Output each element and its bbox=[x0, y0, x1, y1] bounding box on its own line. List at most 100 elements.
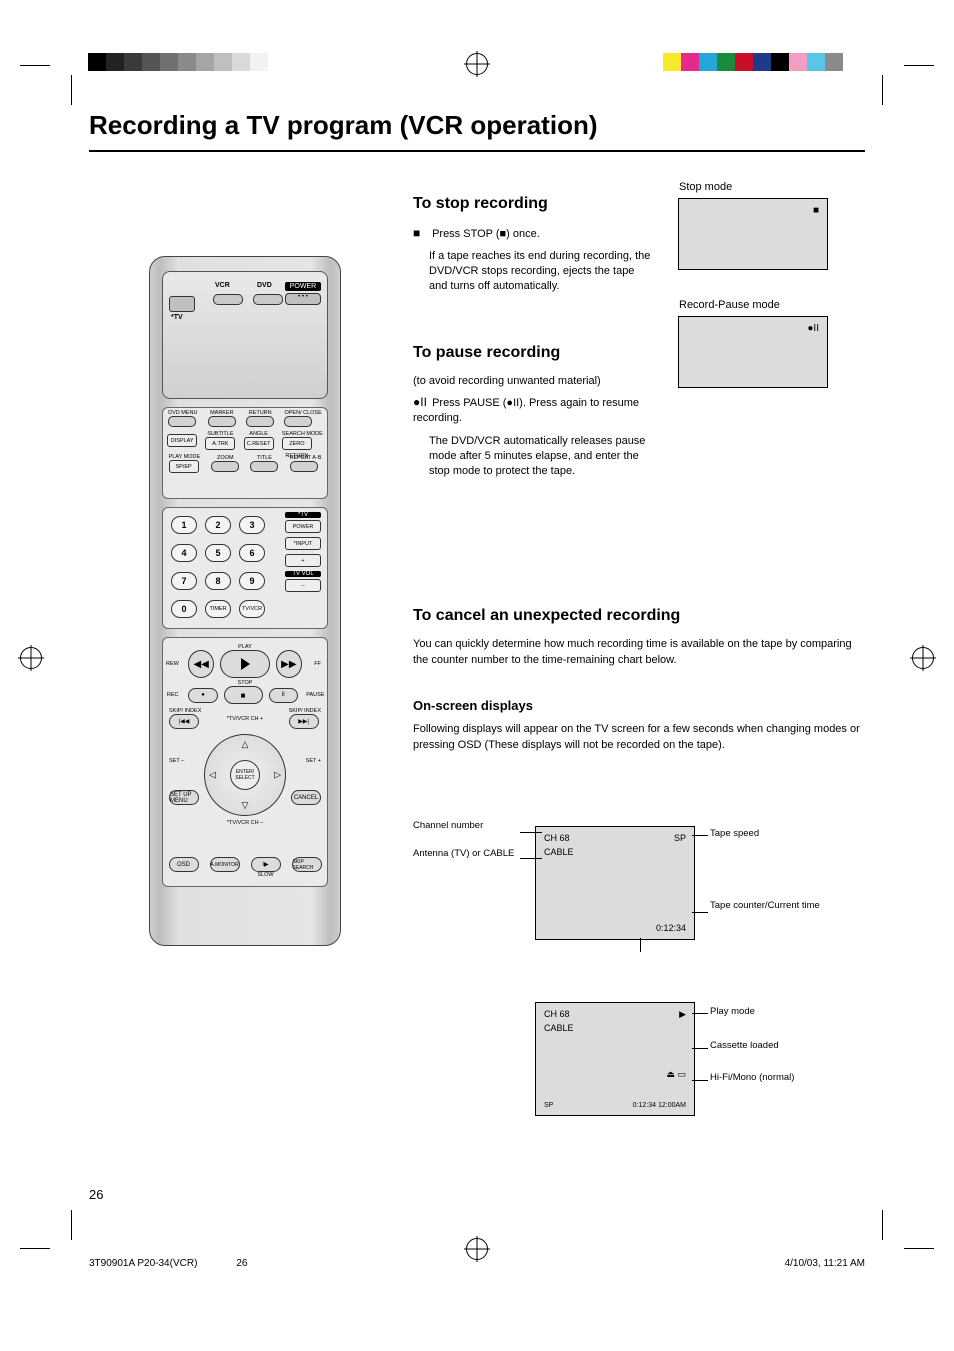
tv-label: *TV bbox=[171, 314, 183, 321]
swatch bbox=[214, 53, 232, 71]
num-3[interactable]: 3 bbox=[239, 516, 265, 534]
swatch bbox=[106, 53, 124, 71]
dpad-left[interactable]: ◁ bbox=[209, 770, 216, 781]
num-2[interactable]: 2 bbox=[205, 516, 231, 534]
num-0[interactable]: 0 bbox=[171, 600, 197, 618]
zoom-button[interactable] bbox=[211, 461, 239, 472]
dpad-down[interactable]: ▽ bbox=[242, 800, 249, 811]
osd-example-2: CH 68 CABLE ▶ ⏏ ▭ SP 0:12:34 12:00AM bbox=[535, 1002, 695, 1116]
remote-function-panel: DVD MENU MARKER RETURN OPEN/ CLOSE DISPL… bbox=[162, 407, 328, 499]
osd1-counter: 0:12:34 bbox=[656, 923, 686, 933]
marker-label: MARKER bbox=[208, 410, 236, 416]
osd-text: Following displays will appear on the TV… bbox=[413, 722, 863, 754]
num-1[interactable]: 1 bbox=[171, 516, 197, 534]
dpad-up[interactable]: △ bbox=[242, 739, 249, 750]
num-8[interactable]: 8 bbox=[205, 572, 231, 590]
pause-detail: The DVD/VCR automatically releases pause… bbox=[413, 434, 651, 479]
heading-stop: To stop recording bbox=[413, 193, 651, 215]
swatch bbox=[196, 53, 214, 71]
tv-vol-down[interactable]: – bbox=[285, 579, 321, 592]
leader bbox=[692, 1013, 708, 1014]
osd1-cable: CABLE bbox=[544, 847, 574, 857]
osd2-ch: CH 68 bbox=[544, 1009, 570, 1019]
playmode-label: PLAY MODE bbox=[169, 454, 201, 460]
crop-mark bbox=[71, 1210, 72, 1240]
atrk-button[interactable]: A.TRK bbox=[205, 437, 235, 450]
tvvcr-button[interactable]: TV/VCR bbox=[239, 600, 265, 618]
stop-box-title: Stop mode bbox=[679, 181, 732, 193]
swatch bbox=[807, 53, 825, 71]
crop-mark bbox=[904, 65, 934, 66]
step-stop: ■ Press STOP (■) once. bbox=[413, 225, 651, 242]
remote-top-panel: VCR DVD *TV POWER • • • bbox=[162, 271, 328, 399]
dvdmenu-button[interactable] bbox=[168, 416, 196, 427]
registration-crosshair-icon bbox=[912, 647, 934, 669]
marker-button[interactable] bbox=[208, 416, 236, 427]
tv-vol-up[interactable]: + bbox=[285, 554, 321, 567]
page-title: Recording a TV program (VCR operation) bbox=[89, 110, 598, 141]
title-button[interactable] bbox=[250, 461, 278, 472]
middle-text-column: To stop recording ■ Press STOP (■) once.… bbox=[413, 193, 651, 479]
setup-menu-button[interactable]: SET UP MENU bbox=[169, 790, 199, 805]
skipsearch-button[interactable]: SKIP SEARCH bbox=[292, 857, 322, 872]
openclose-button[interactable] bbox=[284, 416, 312, 427]
num-6[interactable]: 6 bbox=[239, 544, 265, 562]
vcr-mode-button[interactable] bbox=[213, 294, 243, 305]
num-5[interactable]: 5 bbox=[205, 544, 231, 562]
recpause-icon: ●II bbox=[413, 394, 429, 410]
rec-button[interactable]: ● bbox=[188, 688, 217, 703]
tv-power-button[interactable]: POWER bbox=[285, 520, 321, 533]
timer-button[interactable]: TIMER bbox=[205, 600, 231, 618]
ff-button[interactable]: ▶▶ bbox=[276, 650, 303, 678]
stop-button[interactable]: ■ bbox=[224, 686, 263, 704]
set-minus-label: SET – bbox=[169, 758, 184, 764]
leader bbox=[692, 1080, 708, 1081]
osd2-cable: CABLE bbox=[544, 1023, 574, 1033]
crop-mark bbox=[20, 65, 50, 66]
play-button[interactable] bbox=[220, 650, 269, 678]
leader bbox=[520, 858, 542, 859]
spep-button[interactable]: SP/EP bbox=[169, 460, 199, 473]
repeatab-button[interactable] bbox=[290, 461, 318, 472]
bottom-row: OSD A.MONITOR I▶SLOW SKIP SEARCH bbox=[163, 857, 327, 878]
callout-speed: Tape speed bbox=[710, 828, 759, 839]
skip-prev-button[interactable]: |◀◀ bbox=[169, 714, 199, 729]
power-button[interactable]: • • • bbox=[285, 293, 321, 305]
swatch bbox=[160, 53, 178, 71]
display-button[interactable]: DISPLAY bbox=[167, 434, 197, 447]
osd-button[interactable]: OSD bbox=[169, 857, 199, 872]
pause-subtitle: (to avoid recording unwanted material) bbox=[413, 374, 651, 389]
tv-input-button[interactable]: *INPUT bbox=[285, 537, 321, 550]
skip-next-button[interactable]: ▶▶| bbox=[289, 714, 319, 729]
recpause-box-icon: ●II bbox=[807, 323, 819, 334]
dvd-mode-button[interactable] bbox=[253, 294, 283, 305]
swatch bbox=[825, 53, 843, 71]
power-label: POWER bbox=[285, 282, 321, 291]
pause-button[interactable]: II bbox=[269, 688, 298, 703]
callout-counter: Tape counter/Current time bbox=[710, 900, 860, 911]
slow-button[interactable]: I▶ bbox=[251, 857, 281, 872]
cancel-button[interactable]: CANCEL bbox=[291, 790, 321, 805]
callout-play: Play mode bbox=[710, 1006, 755, 1017]
num-9[interactable]: 9 bbox=[239, 572, 265, 590]
num-4[interactable]: 4 bbox=[171, 544, 197, 562]
amonitor-button[interactable]: A.MONITOR bbox=[210, 857, 240, 872]
stop-detail: If a tape reaches its end during recordi… bbox=[413, 249, 651, 294]
swatch bbox=[735, 53, 753, 71]
swatch bbox=[717, 53, 735, 71]
stop-icon: ■ bbox=[413, 225, 429, 241]
stop-mode-box: Stop mode ■ bbox=[678, 198, 828, 270]
tv-emitter-icon bbox=[169, 296, 195, 312]
callout-hifi: Hi-Fi/Mono (normal) bbox=[710, 1072, 850, 1083]
swatch bbox=[268, 53, 286, 71]
num-7[interactable]: 7 bbox=[171, 572, 197, 590]
creset-button[interactable]: C.RESET bbox=[244, 437, 274, 450]
dpad-right[interactable]: ▷ bbox=[274, 770, 281, 781]
leader bbox=[692, 912, 708, 913]
zeroreturn-button[interactable]: ZERO RETURN bbox=[282, 437, 312, 450]
registration-bar-left bbox=[88, 53, 286, 71]
enter-select-button[interactable]: ENTER/ SELECT bbox=[230, 760, 260, 790]
return-button[interactable] bbox=[246, 416, 274, 427]
skip-index-l-label: SKIP/ INDEX bbox=[169, 708, 201, 714]
rew-button[interactable]: ◀◀ bbox=[188, 650, 215, 678]
